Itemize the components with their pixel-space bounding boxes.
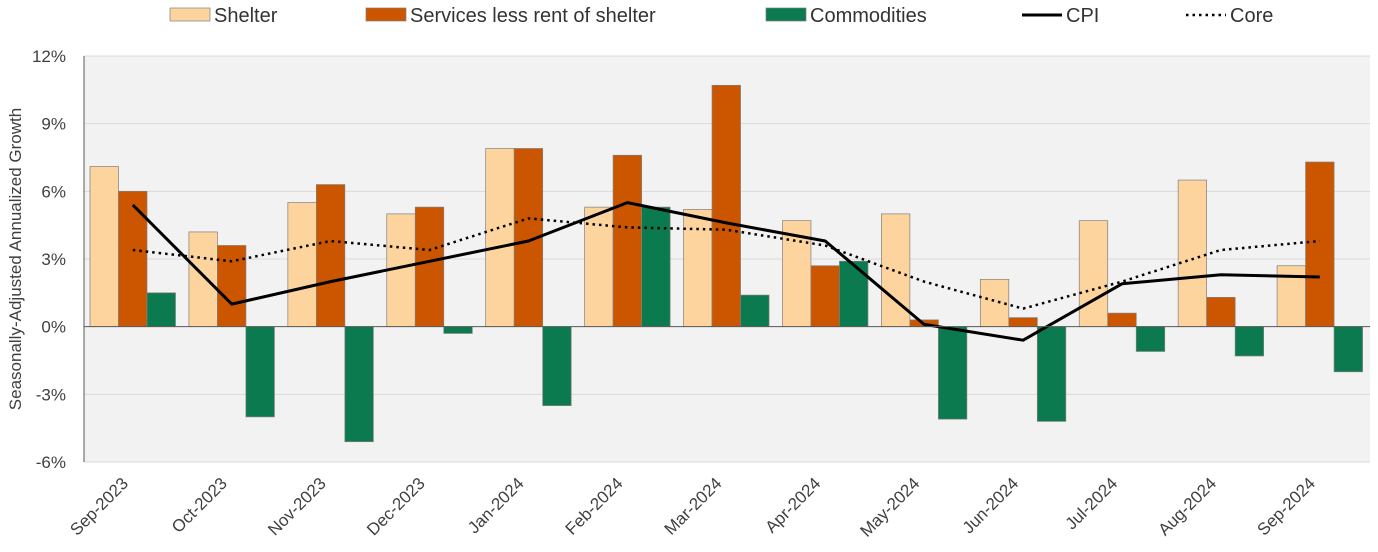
bars (89, 84, 1363, 443)
bar-shelter (683, 209, 713, 328)
bar-commodities (443, 326, 473, 334)
legend-swatch-shelter (169, 7, 211, 22)
x-tick-label: Apr-2024 (762, 474, 825, 537)
bar-shelter (1177, 179, 1208, 328)
bar-services-less-rent-of-shelter (1305, 161, 1335, 328)
legend-label: Commodities (810, 5, 927, 27)
bar-services-less-rent-of-shelter (1008, 317, 1038, 328)
bar-shelter (1078, 220, 1109, 328)
bar-commodities (1333, 326, 1363, 373)
legend-swatch-services-less-rent-of-shelter (365, 7, 407, 22)
bar-commodities (146, 292, 176, 328)
y-tick-label: 9% (41, 115, 66, 134)
bar-commodities (542, 326, 572, 406)
legend-label: CPI (1066, 5, 1099, 27)
bar-services-less-rent-of-shelter (315, 184, 346, 328)
legend-item-cpi: CPI (1022, 5, 1099, 27)
bar-shelter (485, 148, 515, 328)
x-tick-label: Sep-2024 (1253, 474, 1319, 540)
line-cpi (131, 201, 1320, 342)
y-tick-label: -6% (36, 453, 66, 472)
bar-services-less-rent-of-shelter (1206, 296, 1236, 328)
y-axis-title: Seasonally-Adjusted Annualized Growth (6, 108, 25, 410)
legend-label: Services less rent of shelter (410, 5, 656, 27)
bar-services-less-rent-of-shelter (612, 154, 642, 328)
legend-label: Core (1230, 5, 1273, 27)
x-tick-label: Feb-2024 (562, 474, 627, 539)
bar-commodities (938, 326, 968, 420)
y-tick-label: 0% (41, 318, 66, 337)
bar-shelter (979, 278, 1010, 328)
bar-commodities (344, 326, 374, 443)
lines (131, 201, 1320, 342)
bar-commodities (1036, 326, 1067, 422)
bar-commodities (839, 260, 869, 328)
x-tick-label: May-2024 (856, 474, 923, 541)
bar-services-less-rent-of-shelter (1107, 312, 1137, 328)
bar-commodities (245, 326, 275, 418)
x-tick-label: Oct-2023 (168, 474, 231, 537)
legend: Shelter Services less rent of shelter Comm… (169, 5, 1273, 27)
x-tick-label: Jun-2024 (959, 474, 1023, 538)
bar-shelter (188, 231, 218, 328)
legend-item-shelter: Shelter (169, 5, 278, 27)
x-tick-label: Sep-2023 (66, 474, 132, 540)
bar-services-less-rent-of-shelter (414, 206, 445, 328)
x-tick-label: Mar-2024 (661, 474, 726, 539)
bar-commodities (1135, 326, 1166, 352)
y-tick-label: -3% (36, 385, 66, 404)
x-tick-labels: Sep-2023 Oct-2023 Nov-2023 Dec-2023 Jan-2024… (66, 474, 1319, 541)
bar-commodities (1234, 326, 1265, 357)
bar-services-less-rent-of-shelter (118, 190, 148, 328)
x-tick-label: Nov-2023 (264, 474, 330, 540)
axes (83, 56, 1370, 462)
legend-label: Shelter (214, 5, 278, 27)
x-tick-label: Dec-2023 (363, 474, 429, 540)
bar-commodities (740, 294, 770, 328)
bar-services-less-rent-of-shelter (810, 265, 840, 328)
legend-item-core: Core (1186, 5, 1273, 27)
bar-commodities (641, 206, 671, 328)
bar-shelter (584, 206, 614, 328)
x-tick-label: Jan-2024 (464, 474, 528, 538)
x-tick-label: Aug-2024 (1155, 474, 1221, 540)
bar-shelter (287, 202, 317, 328)
bar-services-less-rent-of-shelter (711, 84, 741, 328)
y-tick-label: 3% (41, 250, 66, 269)
y-tick-label: 12% (32, 47, 66, 66)
x-tick-label: Jul-2024 (1062, 474, 1122, 534)
bar-services-less-rent-of-shelter (217, 245, 247, 328)
y-tick-labels: -6% -3% 0% 3% 6% 9% 12% (32, 47, 66, 472)
y-tick-label: 6% (41, 182, 66, 201)
legend-item-services-less-rent-of-shelter: Services less rent of shelter (365, 5, 656, 27)
legend-item-commodities: Commodities (765, 5, 927, 27)
bar-shelter (89, 166, 119, 328)
legend-swatch-commodities (765, 7, 807, 22)
